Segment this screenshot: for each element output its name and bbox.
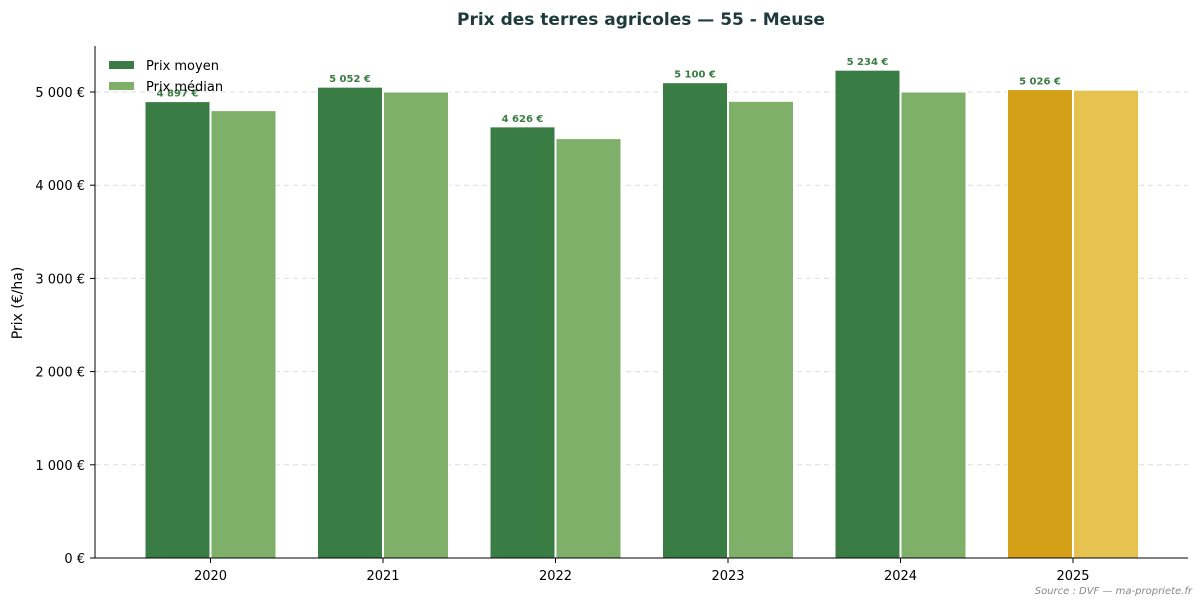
x-tick-label-2020: 2020: [194, 569, 227, 584]
x-tick-label-2021: 2021: [366, 569, 399, 584]
y-tick-labels: 0 € 1 000 € 2 000 € 3 000 € 4 000 € 5 000 €: [35, 86, 95, 567]
y-tick-label: 0 €: [64, 552, 85, 567]
bar-median-2022: [555, 138, 622, 559]
legend-label-moyen: Prix moyen: [146, 59, 219, 74]
bar-moyen-2020: [144, 101, 211, 559]
bar-moyen-2025: [1007, 89, 1073, 559]
y-tick-label: 2 000 €: [35, 366, 85, 381]
y-tick-label: 1 000 €: [35, 459, 85, 474]
y-tick-label: 3 000 €: [35, 272, 85, 287]
bar-median-2024: [900, 91, 967, 559]
x-tick-label-2022: 2022: [539, 569, 572, 584]
data-label-2025: 5 026 €: [1019, 77, 1061, 88]
x-tick-label-2023: 2023: [711, 569, 744, 584]
bar-moyen-2024: [834, 69, 901, 559]
bar-median-2020: [210, 110, 277, 559]
bar-median-2021: [383, 91, 449, 559]
legend-label-median: Prix médian: [146, 80, 223, 95]
bar-median-2025: [1073, 89, 1139, 559]
data-label-2021: 5 052 €: [329, 74, 371, 85]
bar-moyen-2021: [317, 86, 383, 559]
y-tick-label: 4 000 €: [35, 179, 85, 194]
legend: Prix moyen Prix médian: [109, 59, 223, 95]
data-label-2022: 4 626 €: [502, 114, 544, 125]
y-tick-label: 5 000 €: [35, 86, 85, 101]
bar-moyen-2023: [662, 82, 728, 559]
x-tick-label-2025: 2025: [1056, 569, 1089, 584]
x-tick-label-2024: 2024: [884, 569, 917, 584]
bar-median-2023: [728, 100, 794, 559]
legend-swatch-moyen: [109, 61, 134, 69]
data-labels: 4 897 € 5 052 € 4 626 € 5 100 € 5 234 € 5 026…: [157, 57, 1061, 125]
y-axis-label: Prix (€/ha): [10, 267, 26, 340]
bars: [144, 69, 1139, 559]
axes: [94, 46, 1188, 559]
data-label-2023: 5 100 €: [674, 70, 716, 81]
grid-lines: [95, 91, 1188, 466]
chart-title: Prix des terres agricoles — 55 - Meuse: [457, 10, 825, 30]
source-note: Source : DVF — ma-propriete.fr: [1035, 586, 1193, 597]
bar-moyen-2022: [489, 126, 556, 559]
legend-swatch-median: [109, 82, 134, 90]
data-label-2024: 5 234 €: [847, 57, 889, 68]
data-label-2020: 4 897 €: [157, 89, 199, 100]
x-tick-labels: 2020 2021 2022 2023 2024 2025: [194, 558, 1090, 584]
